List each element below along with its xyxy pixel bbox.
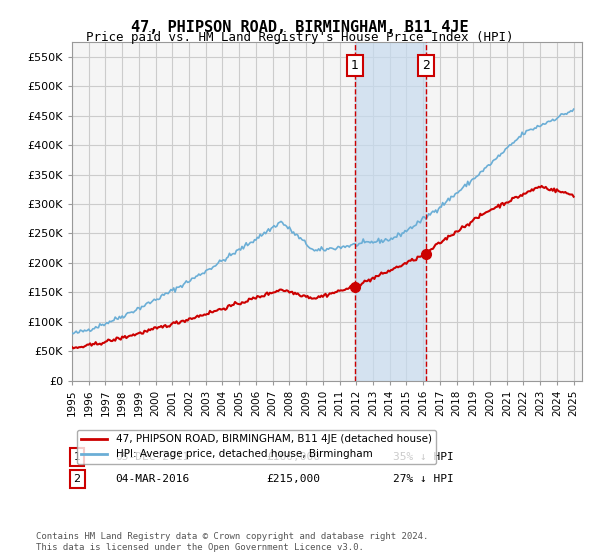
Text: Contains HM Land Registry data © Crown copyright and database right 2024.
This d: Contains HM Land Registry data © Crown c… (36, 532, 428, 552)
Text: Price paid vs. HM Land Registry's House Price Index (HPI): Price paid vs. HM Land Registry's House … (86, 31, 514, 44)
Bar (355, 42, 426, 381)
Text: 1: 1 (74, 452, 80, 462)
Text: 05-DEC-2011: 05-DEC-2011 (115, 452, 190, 462)
Text: 04-MAR-2016: 04-MAR-2016 (115, 474, 190, 484)
Text: 35% ↓ HPI: 35% ↓ HPI (394, 452, 454, 462)
Text: 47, PHIPSON ROAD, BIRMINGHAM, B11 4JE: 47, PHIPSON ROAD, BIRMINGHAM, B11 4JE (131, 20, 469, 35)
Text: 27% ↓ HPI: 27% ↓ HPI (394, 474, 454, 484)
Text: £215,000: £215,000 (266, 474, 320, 484)
Text: £160,000: £160,000 (266, 452, 320, 462)
Text: 2: 2 (422, 59, 430, 72)
Legend: 47, PHIPSON ROAD, BIRMINGHAM, B11 4JE (detached house), HPI: Average price, deta: 47, PHIPSON ROAD, BIRMINGHAM, B11 4JE (d… (77, 430, 436, 464)
Text: 2: 2 (74, 474, 80, 484)
Text: 1: 1 (351, 59, 359, 72)
